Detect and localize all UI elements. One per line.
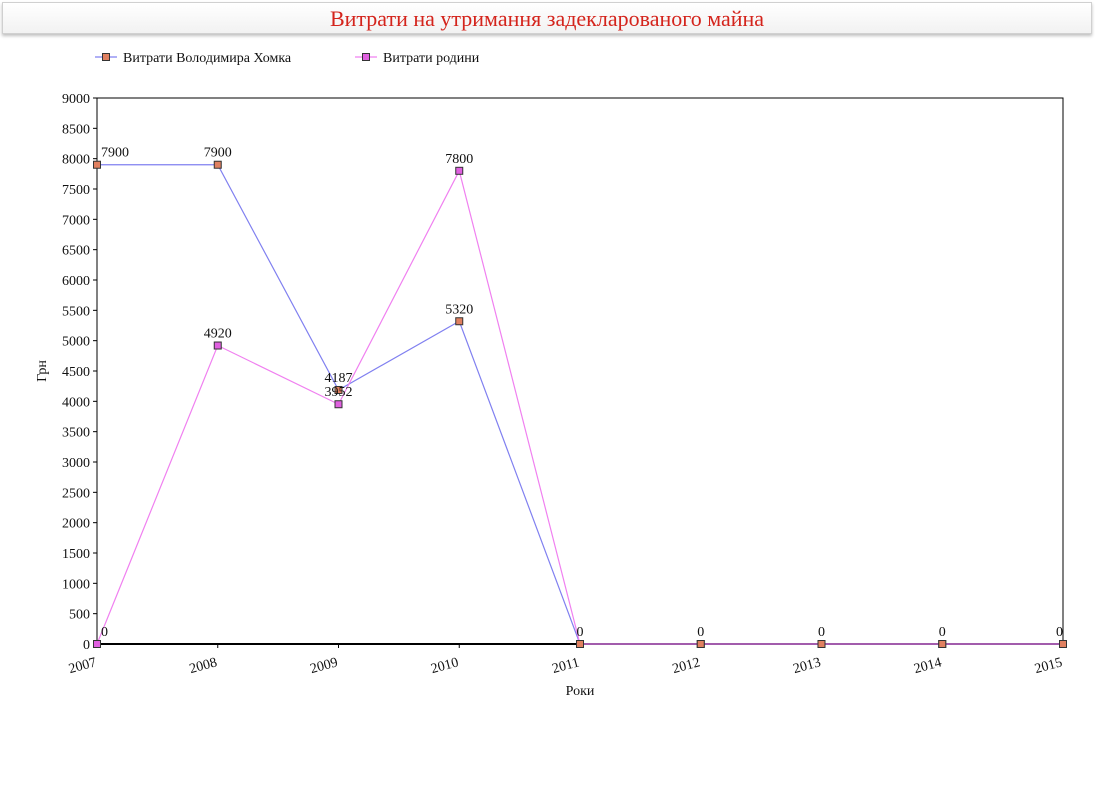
y-tick-label: 9000 (62, 92, 90, 107)
data-label: 0 (818, 625, 825, 640)
y-tick-label: 0 (83, 638, 90, 653)
data-point-marker (334, 400, 343, 409)
data-label: 0 (697, 625, 704, 640)
data-label: 4187 (325, 371, 353, 386)
y-tick-label: 6000 (62, 274, 90, 289)
data-point-marker (213, 160, 222, 169)
y-tick-label: 4000 (62, 395, 90, 410)
x-axis-title: Роки (566, 684, 595, 699)
y-tick-label: 2500 (62, 486, 90, 501)
y-tick-label: 500 (69, 608, 90, 623)
data-point-marker (576, 640, 584, 648)
x-tick-label: 2014 (912, 655, 943, 677)
data-label: 7800 (445, 152, 473, 167)
y-tick-label: 8000 (62, 153, 90, 168)
x-tick-label: 2009 (309, 655, 340, 677)
data-label: 5320 (445, 302, 473, 317)
data-label: 0 (1056, 625, 1063, 640)
data-point-marker (696, 640, 705, 648)
plot-area-frame (96, 97, 1064, 645)
y-tick-label: 5000 (62, 335, 90, 350)
data-label: 0 (577, 625, 584, 640)
data-label: 3952 (325, 385, 353, 400)
legend-marker (362, 53, 370, 61)
y-tick-label: 5500 (62, 304, 90, 319)
data-label: 7900 (101, 146, 129, 161)
data-label: 0 (101, 625, 108, 640)
series-line (97, 164, 1063, 645)
chart-title-bar: Витрати на утримання задекларованого май… (2, 2, 1092, 34)
y-tick-label: 1500 (62, 547, 90, 562)
legend-label: Витрати Володимира Хомка (123, 51, 292, 66)
data-point-marker (938, 640, 947, 648)
data-point-marker (455, 317, 464, 326)
data-point-marker (93, 160, 101, 169)
data-point-marker (455, 166, 464, 175)
y-tick-label: 8500 (62, 122, 90, 137)
data-point-marker (1059, 640, 1067, 648)
x-tick-label: 2007 (67, 655, 98, 677)
y-tick-label: 1000 (62, 577, 90, 592)
legend-label: Витрати родини (383, 51, 480, 66)
data-point-marker (334, 385, 343, 394)
series-line (96, 169, 1063, 645)
data-label: 4920 (204, 327, 232, 342)
y-tick-label: 7500 (62, 183, 90, 198)
data-point-marker (213, 341, 222, 350)
chart-title: Витрати на утримання задекларованого май… (329, 6, 765, 31)
y-tick-label: 2000 (62, 517, 90, 532)
x-tick-label: 2013 (792, 655, 823, 677)
x-tick-label: 2015 (1033, 655, 1064, 677)
x-tick-label: 2010 (429, 655, 460, 677)
y-tick-label: 3500 (62, 426, 90, 441)
data-point-marker (93, 640, 101, 648)
x-tick-label: 2008 (188, 655, 219, 677)
data-label: 0 (939, 625, 946, 640)
y-tick-label: 3000 (62, 456, 90, 471)
x-tick-label: 2012 (671, 655, 702, 677)
x-tick-label: 2011 (551, 655, 581, 677)
y-axis-title: Грн (35, 360, 50, 382)
y-tick-label: 6500 (62, 244, 90, 259)
legend-marker (102, 53, 110, 61)
y-tick-label: 7000 (62, 213, 90, 228)
data-point-marker (817, 640, 826, 648)
y-tick-label: 4500 (62, 365, 90, 380)
data-label: 7900 (204, 146, 232, 161)
